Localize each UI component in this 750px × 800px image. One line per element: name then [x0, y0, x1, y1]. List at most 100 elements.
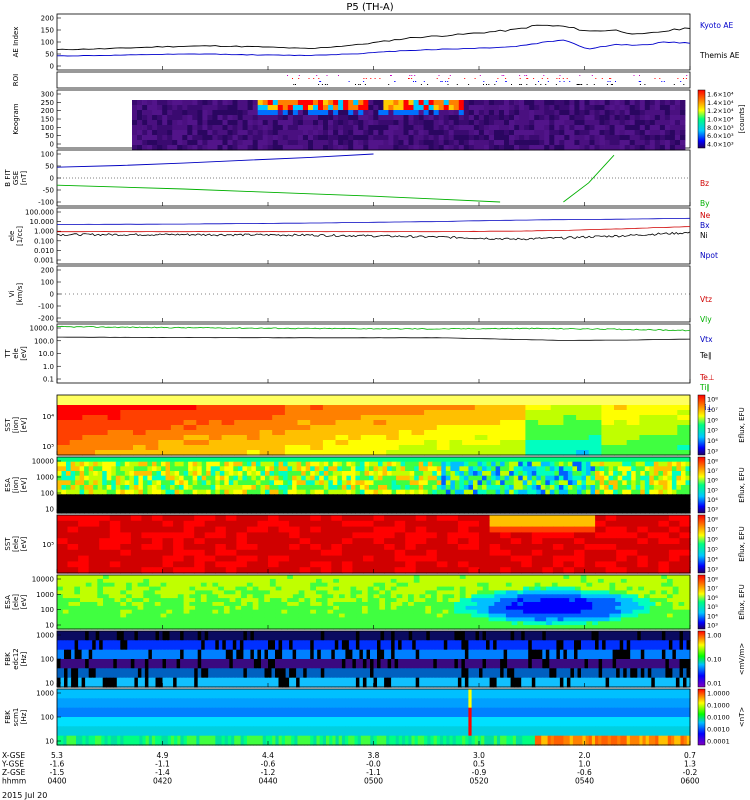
esa-ele-cell — [528, 575, 536, 580]
sst-ele-cell — [225, 532, 237, 539]
esa-ele-cell — [195, 590, 202, 595]
esa-ion-cell — [197, 471, 203, 477]
esa-ion-cell — [228, 461, 234, 467]
esa-ion-cell — [188, 503, 194, 509]
esa-ion-cell — [563, 494, 569, 500]
sst-ele-cell — [162, 555, 174, 562]
esa-ion-cell — [418, 475, 424, 481]
esa-ion-cell — [310, 485, 316, 491]
sst-ele-cell — [109, 549, 121, 557]
esa-ele-cell — [586, 590, 593, 595]
keogram-cell — [604, 125, 610, 131]
sst-ion-cell — [512, 430, 527, 436]
esa-ion-cell — [509, 508, 515, 514]
esa-ele-cell — [97, 582, 104, 588]
sst-ion-cell — [297, 395, 311, 401]
esa-ion-cell — [418, 466, 424, 472]
keogram-cell — [443, 100, 450, 106]
esa-ion-cell — [531, 480, 537, 486]
keogram-cell — [338, 125, 344, 131]
esa-ion-cell — [626, 457, 632, 463]
sst-ion-cell — [386, 425, 400, 431]
esa-ion-cell — [346, 466, 352, 472]
esa-ion-ytick: 1000 — [36, 474, 54, 482]
sst-ele-cell — [257, 526, 269, 533]
sst-ele-cell — [574, 561, 586, 568]
esa-ele-cell — [356, 582, 363, 588]
sst-ion-cell — [550, 395, 564, 401]
esa-ion-cell — [581, 461, 587, 467]
esa-ion-cell — [662, 475, 668, 481]
roi-mark — [677, 78, 679, 79]
keogram-cell — [202, 120, 208, 126]
sst-ele-cell — [225, 520, 237, 528]
keogram-cell — [217, 105, 223, 111]
esa-ele-cell — [644, 590, 651, 595]
esa-ele-cell — [62, 582, 70, 588]
esa-ion-cell — [622, 499, 628, 505]
sst-ion-cell — [82, 435, 96, 441]
esa-ion-cell — [414, 499, 420, 505]
esa-ion-cell — [667, 457, 673, 463]
sst-ion-cell — [208, 400, 223, 406]
sst-ele-cell — [647, 567, 659, 574]
esa-ion-cell — [287, 471, 293, 477]
sst-ele-cell — [352, 561, 364, 568]
sst-ele-cell — [246, 544, 259, 551]
esa-ele-cell — [246, 582, 254, 588]
sst-ele-cell — [479, 567, 491, 574]
esa-ele-cell — [431, 594, 438, 599]
esa-ion-cell — [224, 508, 230, 514]
sst-ele-cell — [373, 520, 385, 528]
esa-ion-cell — [577, 480, 583, 486]
sst-ion-cell — [360, 400, 375, 406]
keogram-cell — [227, 125, 233, 131]
sst-ele-cell — [194, 567, 206, 574]
keogram-cell — [398, 125, 404, 131]
esa-ion-cell — [233, 485, 239, 491]
keogram-cell — [368, 105, 374, 111]
keogram-cell — [142, 140, 148, 146]
roi-mark — [394, 81, 396, 82]
esa-ele-cell — [569, 586, 576, 592]
sst-ele-cell — [183, 515, 195, 522]
esa-ion-cell — [102, 461, 108, 467]
keogram-cell — [499, 135, 505, 141]
keogram-cell — [564, 140, 570, 146]
sst-ion-cell — [272, 415, 286, 421]
keogram-cell — [413, 110, 419, 116]
esa-ion-cell — [635, 499, 641, 505]
sst-ele-cell — [457, 549, 470, 557]
bfield-ylabel: GSE — [12, 171, 20, 185]
esa-ion-cell — [631, 485, 637, 491]
keogram-cell — [313, 100, 319, 106]
sst-ele-cell — [246, 526, 259, 533]
esa-ion-cell — [369, 489, 375, 495]
keogram-cell — [579, 130, 585, 136]
keogram-cell — [147, 120, 153, 126]
esa-ion-cell — [255, 508, 261, 514]
esa-ion-cell — [265, 499, 271, 505]
esa-ion-cell — [142, 508, 148, 514]
esa-ion-cell — [477, 480, 483, 486]
sst-ion-cell — [462, 415, 476, 421]
keogram-cell — [257, 140, 264, 146]
sst-ion-cell — [82, 430, 96, 436]
sst-ele-cell — [552, 520, 565, 528]
sst-ion-cell — [538, 395, 552, 401]
sst-ele-cell — [479, 555, 491, 562]
esa-ion-cell — [192, 489, 198, 495]
sst-ion-cell — [626, 420, 640, 426]
esa-ele-cell — [488, 586, 495, 592]
sst-ele-cell — [278, 515, 290, 522]
sst-ion-cell — [133, 435, 147, 441]
keogram-cell — [267, 145, 274, 151]
esa-ion-cell — [450, 503, 456, 509]
sst-ion-cell — [588, 400, 602, 406]
sst-ion-cell — [424, 395, 438, 401]
velocity-ylabel: [km/s] — [16, 283, 24, 306]
sst-ele-cell — [647, 515, 659, 522]
sst-ele-cell — [310, 555, 322, 562]
ae-legend-themis: Themis AE — [699, 51, 740, 60]
keogram-cell — [162, 125, 168, 131]
